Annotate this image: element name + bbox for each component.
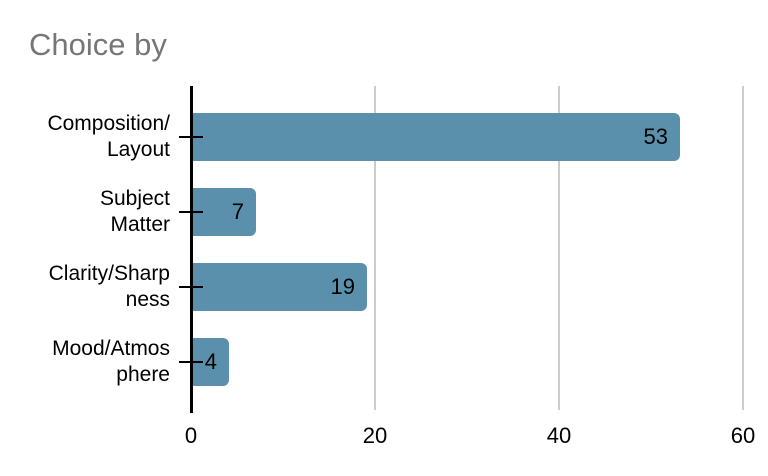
category-label-line: ness <box>125 288 170 311</box>
x-axis-tick-label: 0 <box>184 423 198 448</box>
bar <box>192 113 680 161</box>
x-axis-tick-label: 60 <box>730 423 756 448</box>
category-label-line: Matter <box>110 213 170 236</box>
category-tick-mark <box>179 136 203 138</box>
category-tick-mark <box>179 211 203 213</box>
category-label-line: Composition/ <box>47 112 170 135</box>
category-label-line: Clarity/Sharp <box>48 262 170 285</box>
x-axis-tick-label: 40 <box>546 423 572 448</box>
bar-value-label: 19 <box>330 274 355 299</box>
y-axis-line <box>190 86 193 413</box>
category-label: Subject Matter <box>0 186 170 238</box>
category-label-line: Layout <box>106 138 170 161</box>
bar-value-label: 7 <box>231 199 244 224</box>
category-label: Clarity/Sharp ness <box>0 261 170 313</box>
category-tick-mark <box>179 361 203 363</box>
category-label-line: Mood/Atmos <box>52 337 170 360</box>
chart-title: Choice by <box>29 27 167 62</box>
x-axis-tick-label: 20 <box>362 423 388 448</box>
gridline <box>374 86 376 410</box>
bar-value-label: 4 <box>204 349 217 374</box>
category-label-line: phere <box>116 363 170 386</box>
category-label-line: Subject <box>99 187 170 210</box>
bar-value-label: 53 <box>643 124 668 149</box>
bar <box>192 263 367 311</box>
gridline <box>742 86 744 410</box>
category-tick-mark <box>179 286 203 288</box>
category-label: Composition/Layout <box>0 111 170 163</box>
gridline <box>558 86 560 410</box>
category-label: Mood/Atmos phere <box>0 336 170 388</box>
